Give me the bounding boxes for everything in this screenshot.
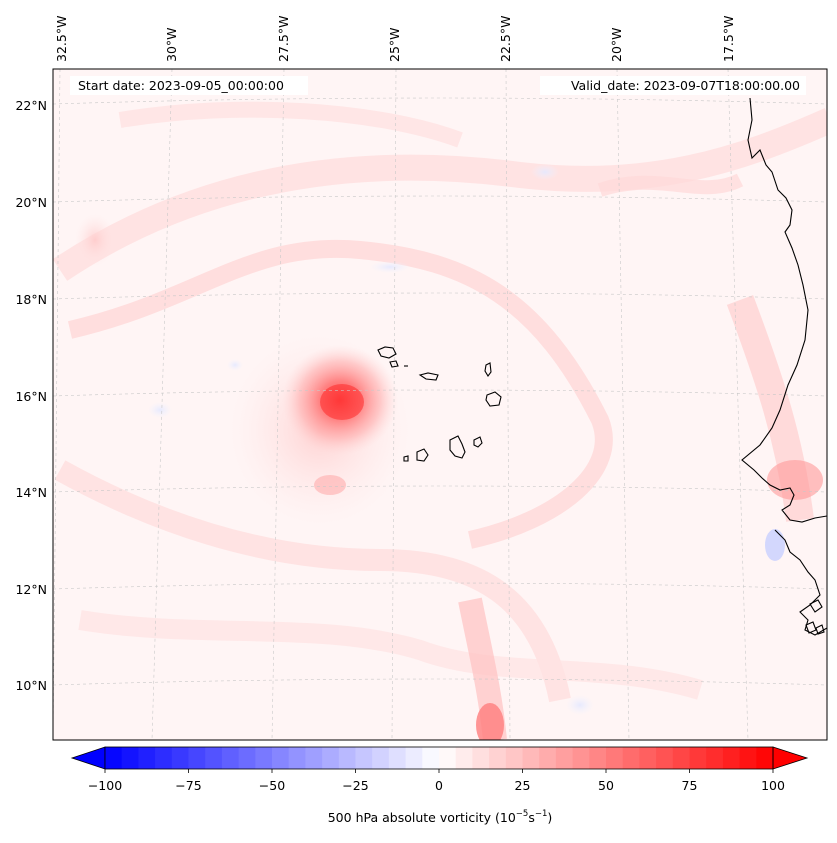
lon-label: 20°W (609, 27, 624, 62)
colorbar-step (656, 747, 673, 769)
colorbar-step (690, 747, 707, 769)
colorbar-tick-label: −50 (259, 778, 285, 793)
colorbar-step (472, 747, 489, 769)
vorticity-blob (314, 475, 346, 495)
colorbar: −100 −75 −50 −25 0 25 50 75 100 500 hPa … (72, 747, 807, 825)
colorbar-step (105, 747, 122, 769)
colorbar-tick-label: −100 (88, 778, 122, 793)
negative-vorticity-patch (531, 164, 559, 180)
colorbar-step (639, 747, 656, 769)
colorbar-min-extend (72, 747, 105, 769)
negative-vorticity-patch (227, 359, 243, 371)
lat-label: 10°N (15, 678, 47, 693)
valid-date-label: Valid_date: 2023-09-07T18:00:00.00 (571, 78, 800, 93)
colorbar-step (756, 747, 773, 769)
colorbar-step (406, 747, 423, 769)
colorbar-tick-label: −25 (342, 778, 368, 793)
lon-label: 27.5°W (276, 16, 291, 62)
colorbar-step (456, 747, 473, 769)
colorbar-tick-label: −75 (175, 778, 201, 793)
longitude-labels: 32.5°W 30°W 27.5°W 25°W 22.5°W 20°W 17.5… (54, 16, 736, 62)
colorbar-step (289, 747, 306, 769)
vorticity-blob (75, 214, 115, 266)
colorbar-step (305, 747, 322, 769)
lon-label: 32.5°W (54, 16, 69, 62)
colorbar-step (523, 747, 540, 769)
lon-label: 25°W (387, 27, 402, 62)
map-panel: Start date: 2023-09-05_00:00:00 Valid_da… (53, 69, 830, 747)
colorbar-tick-label: 50 (598, 778, 614, 793)
lat-label: 20°N (15, 195, 47, 210)
lat-label: 22°N (15, 98, 47, 113)
colorbar-step (189, 747, 206, 769)
vorticity-blob (767, 460, 823, 500)
colorbar-tick-labels: −100 −75 −50 −25 0 25 50 75 100 (88, 778, 785, 793)
colorbar-label: 500 hPa absolute vorticity (10−5s−1) (328, 809, 553, 825)
lon-label: 22.5°W (498, 16, 513, 62)
hurricane-core (320, 384, 364, 420)
colorbar-step (589, 747, 606, 769)
colorbar-label-exponent: −1 (535, 809, 548, 819)
colorbar-step (740, 747, 757, 769)
lat-label: 12°N (15, 582, 47, 597)
colorbar-step (239, 747, 256, 769)
colorbar-step (205, 747, 222, 769)
negative-vorticity-patch (566, 695, 594, 715)
colorbar-label-exponent: −5 (516, 809, 529, 819)
colorbar-step (556, 747, 573, 769)
colorbar-ticks (105, 769, 773, 773)
colorbar-tick-label: 100 (761, 778, 785, 793)
colorbar-step (172, 747, 189, 769)
colorbar-step (272, 747, 289, 769)
colorbar-step (322, 747, 339, 769)
colorbar-max-extend (773, 747, 807, 769)
colorbar-step (623, 747, 640, 769)
colorbar-step (372, 747, 389, 769)
colorbar-step (573, 747, 590, 769)
negative-vorticity-patch (370, 261, 410, 273)
colorbar-step (422, 747, 439, 769)
colorbar-label-main: 500 hPa absolute vorticity (10 (328, 810, 516, 825)
lat-label: 18°N (15, 292, 47, 307)
colorbar-step (539, 747, 556, 769)
colorbar-step (723, 747, 740, 769)
colorbar-step (155, 747, 172, 769)
lon-label: 30°W (164, 27, 179, 62)
vorticity-band (600, 180, 740, 190)
vorticity-map-figure: Start date: 2023-09-05_00:00:00 Valid_da… (0, 0, 837, 839)
colorbar-step (673, 747, 690, 769)
colorbar-steps (105, 747, 773, 769)
colorbar-tick-label: 75 (682, 778, 698, 793)
colorbar-step (506, 747, 523, 769)
colorbar-tick-label: 0 (435, 778, 443, 793)
lon-label: 17.5°W (721, 16, 736, 62)
lat-label: 16°N (15, 389, 47, 404)
colorbar-step (222, 747, 239, 769)
lat-label: 14°N (15, 485, 47, 500)
latitude-labels: 22°N 20°N 18°N 16°N 14°N 12°N 10°N (15, 98, 47, 693)
colorbar-step (489, 747, 506, 769)
colorbar-step (255, 747, 272, 769)
negative-vorticity-patch (148, 402, 172, 418)
colorbar-step (122, 747, 139, 769)
colorbar-tick-label: 25 (515, 778, 531, 793)
colorbar-step (339, 747, 356, 769)
colorbar-step (706, 747, 723, 769)
colorbar-step (389, 747, 406, 769)
start-date-label: Start date: 2023-09-05_00:00:00 (78, 78, 284, 93)
colorbar-step (138, 747, 155, 769)
colorbar-label-end: ) (547, 810, 552, 825)
colorbar-step (356, 747, 373, 769)
colorbar-step (439, 747, 456, 769)
negative-vorticity-patch (765, 529, 785, 561)
colorbar-step (606, 747, 623, 769)
